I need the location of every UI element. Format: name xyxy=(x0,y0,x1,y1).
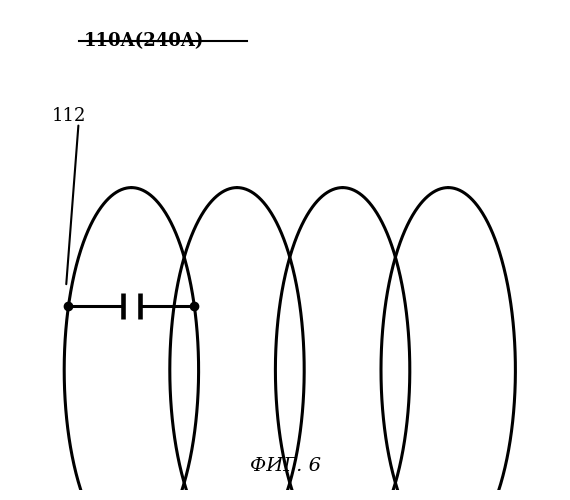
Text: 112: 112 xyxy=(52,106,87,124)
Text: 110A(240A): 110A(240A) xyxy=(83,32,204,50)
Text: ФИГ. 6: ФИГ. 6 xyxy=(250,457,320,475)
